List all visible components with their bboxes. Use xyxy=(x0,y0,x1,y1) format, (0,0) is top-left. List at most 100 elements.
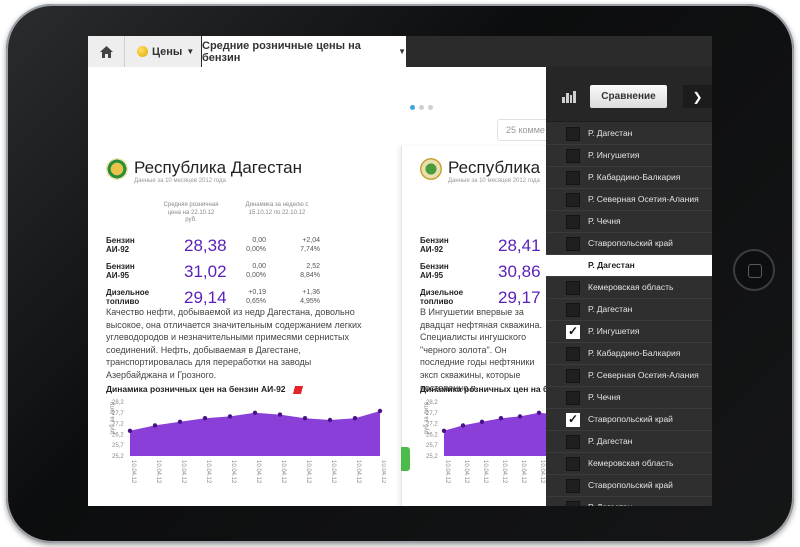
region-list-item[interactable]: Р. Дагестан xyxy=(546,255,712,277)
region-list-item[interactable]: Кемеровская область xyxy=(546,453,712,475)
data-point[interactable] xyxy=(127,428,133,433)
chevron-right-icon[interactable]: ❯ xyxy=(683,85,712,108)
region-list-item[interactable]: Р. Кабардино-Балкария xyxy=(546,343,712,365)
data-point[interactable] xyxy=(352,416,358,421)
region-checkbox[interactable] xyxy=(566,324,580,339)
region-checkbox[interactable] xyxy=(566,501,580,506)
x-tick-label: 10.04.12 xyxy=(482,460,488,484)
region-subtitle: Данные за 10 месяцев 2012 года xyxy=(134,178,226,184)
compare-panel: Сравнение ❯ Р. Дагестан Р. Ингушетия Р. Ка… xyxy=(546,67,712,506)
chevron-down-icon: ▼ xyxy=(186,47,195,56)
region-list-item[interactable]: Ставропольский край xyxy=(546,475,712,497)
data-point[interactable] xyxy=(498,416,504,421)
data-point[interactable] xyxy=(302,416,308,421)
page-dot[interactable] xyxy=(428,105,433,110)
tab-gasoline-prices[interactable]: Средние розничные цены на бензин ▼ xyxy=(202,36,406,67)
region-checkbox[interactable] xyxy=(566,391,580,405)
ingushetia-emblem-icon xyxy=(420,158,442,180)
region-list-item[interactable]: Р. Северная Осетия-Алания xyxy=(546,189,712,211)
side-tab[interactable] xyxy=(401,447,410,471)
region-checkbox[interactable] xyxy=(566,412,580,427)
y-tick-label: 25,2 xyxy=(426,454,438,460)
region-checkbox[interactable] xyxy=(566,479,580,493)
data-point[interactable] xyxy=(479,419,485,424)
x-tick-label: 10.04.12 xyxy=(539,460,545,484)
region-checkbox[interactable] xyxy=(566,193,580,207)
page-dot[interactable] xyxy=(419,105,424,110)
region-checkbox[interactable] xyxy=(566,457,580,471)
page-dot[interactable] xyxy=(410,105,415,110)
region-list-item[interactable]: Р. Северная Осетия-Алания xyxy=(546,365,712,387)
region-checkbox[interactable] xyxy=(566,303,580,317)
fuel-price: 28,41 xyxy=(498,236,541,255)
region-list-item[interactable]: Р. Кабардино-Балкария xyxy=(546,167,712,189)
x-tick-label: 10.04.12 xyxy=(444,460,450,484)
change-value: 0,00 xyxy=(252,237,266,244)
data-point[interactable] xyxy=(202,416,208,421)
tablet-home-button[interactable] xyxy=(733,249,775,291)
y-tick-label: 28,2 xyxy=(112,400,124,406)
change-percent: 0,65% xyxy=(246,298,266,306)
region-list-label: Р. Дагестан xyxy=(588,436,633,446)
region-checkbox[interactable] xyxy=(566,347,580,361)
fuel-price: 29,17 xyxy=(498,288,541,307)
data-point[interactable] xyxy=(177,419,183,424)
y-tick-label: 27,7 xyxy=(426,411,438,417)
data-point[interactable] xyxy=(377,408,383,414)
data-point[interactable] xyxy=(536,410,542,415)
fuel-row: Бензин АИ-92 28,41 xyxy=(420,236,710,262)
region-checkbox[interactable] xyxy=(566,237,580,251)
region-list-item[interactable]: Р. Чечня xyxy=(546,387,712,409)
region-title: Республика Ин xyxy=(448,158,567,177)
x-tick-label: 10.04.12 xyxy=(463,460,469,484)
prices-tab[interactable]: Цены ▼ xyxy=(125,36,201,67)
bar-chart-icon[interactable] xyxy=(562,91,576,103)
region-list-label: Р. Дагестан xyxy=(588,502,632,506)
y-axis-label: руб за литр xyxy=(424,401,430,434)
y-tick-label: 26,2 xyxy=(426,432,438,438)
region-list-item[interactable]: Р. Дагестан xyxy=(546,299,712,321)
region-list-label: Кемеровская область xyxy=(588,458,674,468)
data-point[interactable] xyxy=(152,423,158,428)
y-tick-label: 28,2 xyxy=(426,400,438,406)
period-change: 2,52 8,84% xyxy=(286,262,320,281)
data-point[interactable] xyxy=(277,412,283,417)
x-tick-label: 10.04.12 xyxy=(205,460,211,484)
region-list-item[interactable]: Р. Ингушетия xyxy=(546,321,712,343)
region-checkbox[interactable] xyxy=(566,149,580,163)
region-list-item[interactable]: Р. Дагестан xyxy=(546,431,712,453)
region-list-item[interactable]: Р. Дагестан xyxy=(546,497,712,506)
region-list-item[interactable]: Ставропольский край xyxy=(546,409,712,431)
data-point[interactable] xyxy=(227,414,233,419)
x-tick-label: 10.04.12 xyxy=(180,460,186,484)
region-list-item[interactable]: Р. Дагестан xyxy=(546,123,712,145)
region-checkbox[interactable] xyxy=(566,171,580,185)
data-point[interactable] xyxy=(327,417,333,423)
region-checkbox[interactable] xyxy=(566,127,580,141)
y-axis-label: руб за литр xyxy=(110,401,116,434)
compare-button[interactable]: Сравнение xyxy=(590,85,667,108)
region-list-item[interactable]: Р. Чечня xyxy=(546,211,712,233)
y-tick-label: 25,7 xyxy=(112,443,124,449)
home-tab[interactable] xyxy=(88,36,125,67)
data-point[interactable] xyxy=(460,423,466,428)
flag-icon[interactable] xyxy=(292,385,303,394)
region-list-label: Кемеровская область xyxy=(588,282,674,292)
data-point[interactable] xyxy=(252,410,258,415)
fuel-name: Дизельное топливо xyxy=(420,288,464,307)
region-checkbox[interactable] xyxy=(566,369,580,383)
region-checkbox[interactable] xyxy=(566,215,580,229)
region-list-item[interactable]: Ставропольский край xyxy=(546,233,712,255)
region-list-label: Ставропольский край xyxy=(588,238,673,248)
region-checkbox[interactable] xyxy=(566,281,580,295)
y-tick-label: 27,7 xyxy=(112,411,124,417)
region-checkbox[interactable] xyxy=(566,435,580,449)
region-list-item[interactable]: Кемеровская область xyxy=(546,277,712,299)
fuel-price: 31,02 xyxy=(184,262,227,281)
region-list-label: Р. Северная Осетия-Алания xyxy=(588,194,699,204)
region-list-item[interactable]: Р. Ингушетия xyxy=(546,145,712,167)
data-point[interactable] xyxy=(517,414,523,419)
data-point[interactable] xyxy=(441,428,447,433)
period-change: +2,04 7,74% xyxy=(286,236,320,255)
